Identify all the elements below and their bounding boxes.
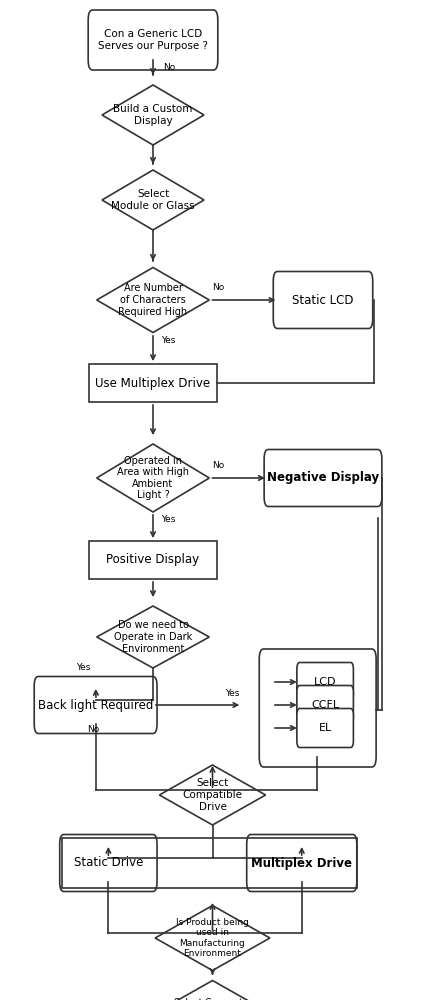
- Text: EL: EL: [318, 723, 332, 733]
- Text: Static LCD: Static LCD: [292, 294, 354, 306]
- Text: Use Multiplex Drive: Use Multiplex Drive: [96, 376, 210, 389]
- FancyBboxPatch shape: [60, 834, 157, 892]
- Text: Con a Generic LCD
Serves our Purpose ?: Con a Generic LCD Serves our Purpose ?: [98, 29, 208, 51]
- Text: No: No: [212, 462, 224, 471]
- Polygon shape: [159, 765, 266, 825]
- FancyBboxPatch shape: [259, 649, 376, 767]
- Bar: [89, 541, 217, 579]
- FancyBboxPatch shape: [273, 272, 373, 328]
- Text: Back light Required: Back light Required: [38, 698, 153, 712]
- Bar: [62, 838, 357, 888]
- Text: Select
Compatible
Drive: Select Compatible Drive: [182, 778, 243, 812]
- Text: Yes: Yes: [161, 516, 175, 524]
- Text: No: No: [88, 724, 99, 734]
- Text: Multiplex Drive: Multiplex Drive: [251, 856, 352, 869]
- Polygon shape: [96, 268, 209, 332]
- FancyBboxPatch shape: [34, 677, 157, 734]
- Text: No: No: [164, 63, 176, 72]
- Text: Build a Custom
Display: Build a Custom Display: [113, 104, 193, 126]
- Text: Static Drive: Static Drive: [74, 856, 143, 869]
- Text: Operated in
Area with High
Ambient
Light ?: Operated in Area with High Ambient Light…: [117, 456, 189, 500]
- Text: Positive Display: Positive Display: [106, 554, 200, 566]
- Text: LCD: LCD: [314, 677, 336, 687]
- FancyBboxPatch shape: [297, 663, 354, 702]
- Text: Select
Module or Glass: Select Module or Glass: [111, 189, 195, 211]
- Bar: [89, 364, 217, 402]
- Polygon shape: [102, 85, 204, 145]
- Text: Select Connector
Type Pin, Zebra Strip
or Flex Cable: Select Connector Type Pin, Zebra Strip o…: [166, 998, 259, 1000]
- Polygon shape: [155, 980, 270, 1000]
- Text: CCFL: CCFL: [311, 700, 339, 710]
- Text: Negative Display: Negative Display: [267, 472, 379, 485]
- Polygon shape: [155, 906, 270, 970]
- FancyBboxPatch shape: [264, 450, 382, 506]
- Polygon shape: [96, 606, 209, 668]
- Text: Yes: Yes: [161, 336, 175, 345]
- FancyBboxPatch shape: [297, 686, 354, 724]
- Text: Are Number
of Characters
Required High: Are Number of Characters Required High: [119, 283, 187, 317]
- FancyBboxPatch shape: [297, 708, 354, 748]
- Text: Yes: Yes: [76, 663, 91, 672]
- FancyBboxPatch shape: [246, 834, 357, 892]
- Text: Yes: Yes: [225, 688, 240, 698]
- FancyBboxPatch shape: [88, 10, 218, 70]
- Text: No: No: [212, 284, 224, 292]
- Polygon shape: [96, 444, 209, 512]
- Polygon shape: [102, 170, 204, 230]
- Text: Is Product being
used in
Manufacturing
Environment: Is Product being used in Manufacturing E…: [176, 918, 249, 958]
- Text: Do we need to
Operate in Dark
Environment: Do we need to Operate in Dark Environmen…: [114, 620, 192, 654]
